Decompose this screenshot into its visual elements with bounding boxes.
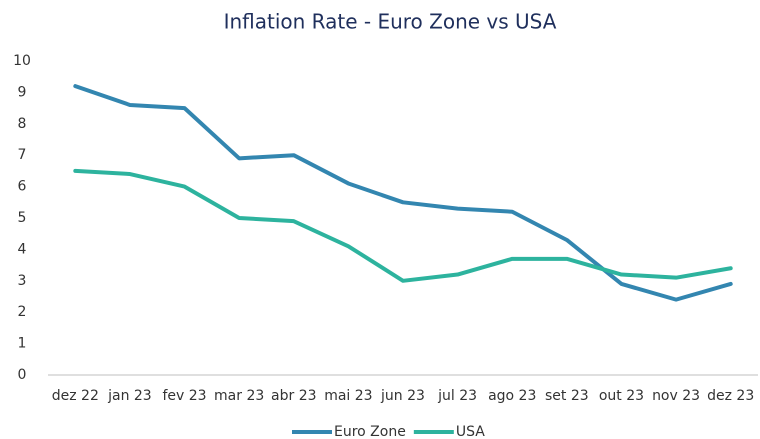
x-tick-label: dez 22 [52, 388, 99, 404]
x-tick-label: ago 23 [488, 388, 536, 404]
x-tick-label: jan 23 [107, 388, 152, 404]
x-tick-label: jul 23 [437, 388, 477, 404]
y-tick-label: 3 [18, 273, 27, 289]
y-tick-label: 5 [18, 210, 27, 226]
y-tick-label: 2 [18, 304, 27, 320]
x-tick-label: out 23 [599, 388, 644, 404]
y-tick-label: 9 [18, 84, 27, 100]
line-series [73, 168, 733, 283]
y-tick-label: 10 [13, 53, 31, 69]
y-tick-label: 7 [18, 147, 27, 163]
y-tick-label: 8 [18, 116, 27, 132]
x-tick-label: fev 23 [162, 388, 206, 404]
x-tick-label: abr 23 [271, 388, 317, 404]
line-series [73, 84, 733, 302]
chart-title: Inflation Rate - Euro Zone vs USA [224, 10, 557, 34]
x-tick-label: mai 23 [324, 388, 372, 404]
legend-label: Euro Zone [334, 424, 406, 439]
legend-label: USA [456, 424, 485, 439]
x-tick-label: jun 23 [380, 388, 425, 404]
y-tick-label: 0 [18, 367, 27, 383]
y-tick-label: 1 [18, 336, 27, 352]
y-tick-label: 4 [18, 241, 27, 257]
x-tick-label: mar 23 [214, 388, 264, 404]
x-tick-label: dez 23 [707, 388, 754, 404]
x-tick-label: nov 23 [652, 388, 700, 404]
x-tick-label: set 23 [545, 388, 589, 404]
y-tick-label: 6 [18, 179, 27, 195]
